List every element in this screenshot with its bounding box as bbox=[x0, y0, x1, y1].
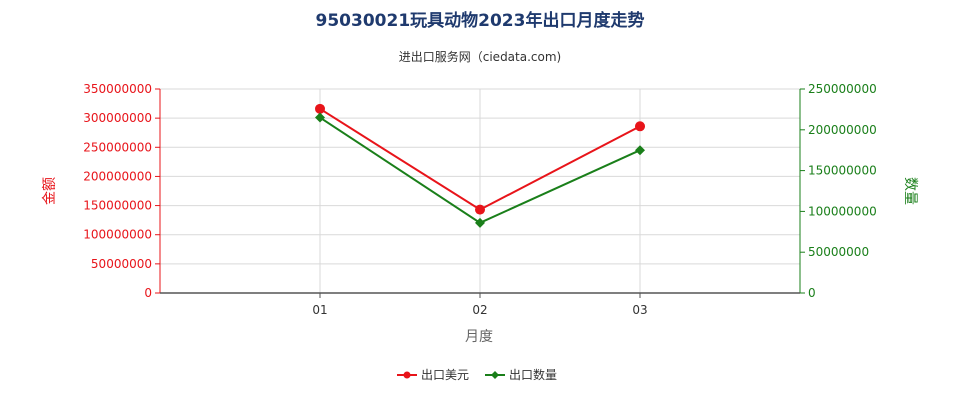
legend-marker bbox=[491, 371, 499, 379]
data-point bbox=[315, 103, 325, 114]
right-axis-tick-label: 0 bbox=[808, 286, 816, 300]
x-axis-tick-label: 01 bbox=[312, 303, 327, 317]
left-axis-tick-label: 350000000 bbox=[83, 82, 152, 96]
left-axis-tick-label: 150000000 bbox=[83, 199, 152, 213]
legend: 出口美元 出口数量 bbox=[397, 367, 557, 382]
data-point bbox=[475, 217, 485, 228]
left-axis-tick-label: 50000000 bbox=[91, 257, 152, 271]
right-axis-tick-label: 50000000 bbox=[808, 245, 869, 259]
right-axis-tick-label: 150000000 bbox=[808, 164, 877, 178]
legend-label: 出口美元 bbox=[421, 368, 469, 382]
chart-subtitle: 进出口服务网（ciedata.com) bbox=[399, 49, 561, 64]
left-axis-title: 金额 bbox=[42, 177, 58, 205]
data-point bbox=[635, 121, 645, 132]
legend-item: 出口数量 bbox=[485, 367, 557, 382]
axis-layer: 0 50000000 100000000 150000000 200000000 2500… bbox=[83, 82, 876, 317]
right-axis-tick-label: 100000000 bbox=[808, 204, 877, 218]
legend-label: 出口数量 bbox=[509, 367, 557, 382]
left-axis-tick-label: 250000000 bbox=[83, 140, 152, 154]
data-point bbox=[315, 112, 325, 123]
right-axis-title: 数量 bbox=[902, 177, 918, 205]
left-axis-tick-label: 100000000 bbox=[83, 228, 152, 242]
series-layer bbox=[315, 103, 645, 228]
grid-layer bbox=[160, 88, 801, 293]
data-point bbox=[475, 204, 485, 215]
x-axis-tick-label: 02 bbox=[472, 303, 487, 317]
legend-marker bbox=[403, 371, 411, 379]
left-axis-tick-label: 0 bbox=[144, 286, 152, 300]
data-point bbox=[635, 145, 645, 156]
chart-title: 95030021玩具动物2023年出口月度走势 bbox=[316, 10, 645, 31]
x-axis-title: 月度 bbox=[465, 329, 493, 345]
right-axis-tick-label: 200000000 bbox=[808, 123, 877, 137]
left-axis-tick-label: 300000000 bbox=[83, 111, 152, 125]
left-axis-tick-label: 200000000 bbox=[83, 169, 152, 183]
x-axis-tick-label: 03 bbox=[632, 303, 647, 317]
right-axis-tick-label: 250000000 bbox=[808, 82, 877, 96]
legend-item: 出口美元 bbox=[397, 368, 469, 382]
